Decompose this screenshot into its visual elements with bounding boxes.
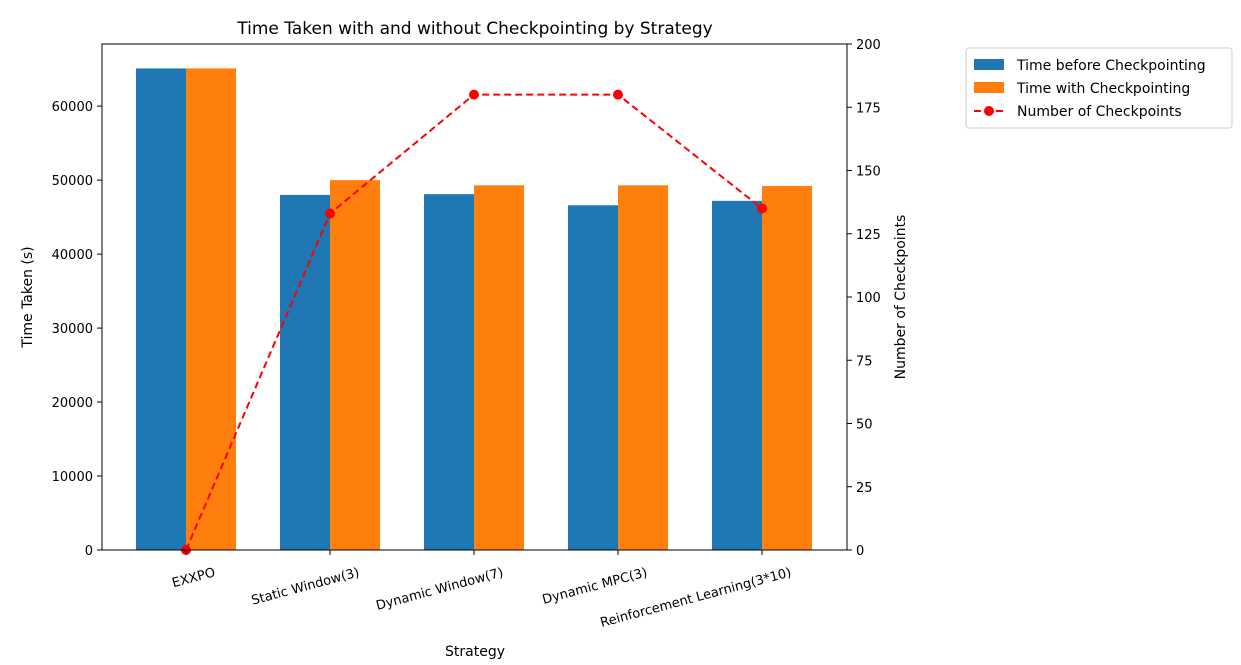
legend-label-0: Time before Checkpointing	[1016, 58, 1206, 74]
y-tick-label-0: 0	[85, 544, 93, 559]
y2-tick-label-6: 150	[856, 165, 881, 180]
y2-tick-label-7: 175	[856, 101, 881, 116]
y2-axis-label: Number of Checkpoints	[893, 215, 909, 380]
y2-tick-label-2: 50	[856, 418, 873, 433]
y-tick-label-5: 50000	[52, 174, 93, 189]
x-tick-label-3: Dynamic MPC(3)	[541, 565, 649, 607]
bar-with-2	[474, 185, 524, 550]
y2-tick-label-5: 125	[856, 228, 881, 243]
bar-with-1	[330, 180, 380, 551]
checkpoint-marker-4	[757, 203, 767, 214]
y-axis-left: 0 10000 20000 30000 40000 50000 60000	[52, 100, 102, 559]
y-tick-label-2: 20000	[52, 396, 93, 411]
bar-with-4	[762, 186, 812, 550]
legend: Time before Checkpointing Time with Check…	[965, 47, 1233, 129]
x-tick-label-1: Static Window(3)	[250, 565, 361, 608]
y-axis-label: Time Taken (s)	[20, 246, 36, 348]
y2-tick-label-0: 0	[856, 544, 864, 559]
bar-before-1	[280, 194, 330, 550]
checkpoint-marker-1	[325, 208, 335, 219]
legend-marker-swatch	[984, 106, 994, 116]
bar-before-3	[568, 205, 618, 550]
y-tick-label-3: 30000	[52, 322, 93, 337]
bar-before-2	[424, 194, 474, 550]
x-tick-label-0: EXXPO	[171, 565, 217, 591]
bar-with-0	[186, 68, 236, 550]
x-axis-label: Strategy	[445, 644, 505, 660]
y2-tick-label-3: 75	[856, 354, 873, 369]
checkpoints-line-layer	[181, 89, 767, 555]
bars-layer	[136, 68, 812, 551]
legend-label-2: Number of Checkpoints	[1017, 104, 1182, 120]
y-axis-right: 0 25 50 75 100 125 150 175 200	[847, 38, 881, 559]
x-tick-label-2: Dynamic Window(7)	[374, 565, 505, 613]
y-tick-label-4: 40000	[52, 248, 93, 263]
y2-tick-label-4: 100	[856, 291, 881, 306]
legend-swatch-0	[974, 59, 1004, 70]
checkpoint-marker-3	[613, 89, 623, 100]
legend-label-1: Time with Checkpointing	[1016, 81, 1190, 97]
y-tick-label-6: 60000	[52, 100, 93, 115]
bar-before-4	[712, 200, 762, 550]
y2-tick-label-1: 25	[856, 481, 873, 496]
x-axis: EXXPO Static Window(3) Dynamic Window(7) Dy…	[171, 550, 793, 631]
bar-before-0	[136, 68, 186, 550]
y-tick-label-1: 10000	[52, 470, 93, 485]
y2-tick-label-8: 200	[856, 38, 881, 53]
legend-swatch-1	[974, 82, 1004, 93]
chart-title: Time Taken with and without Checkpointin…	[236, 19, 712, 39]
bar-with-3	[618, 185, 668, 550]
checkpoint-marker-2	[469, 89, 479, 100]
legend-box	[965, 47, 1233, 129]
